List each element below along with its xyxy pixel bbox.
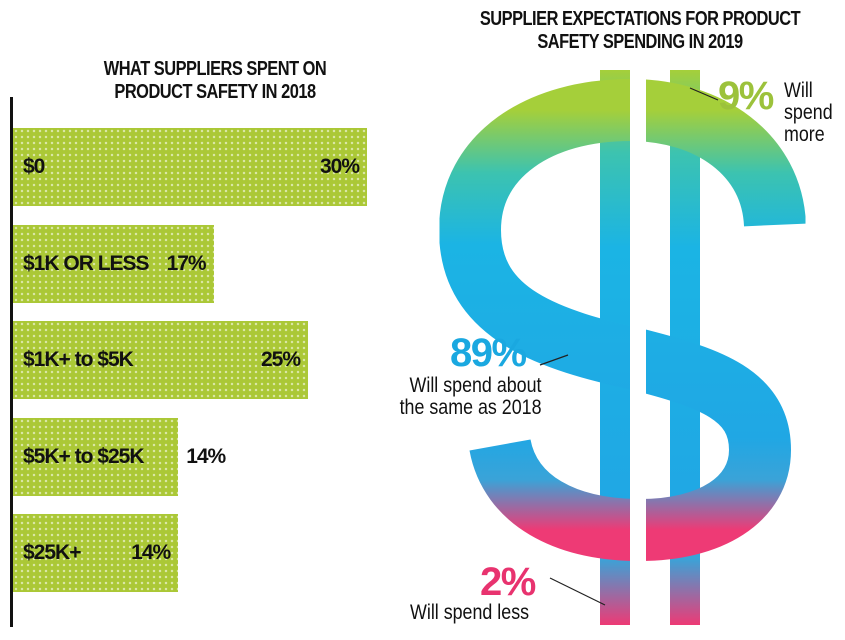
dollar-sign-graphic — [438, 70, 806, 625]
bar-category-label: $0 — [23, 155, 45, 178]
bar: $25K+ 14% — [13, 514, 179, 592]
more-leader-line — [689, 87, 719, 101]
bar-value-label: 17% — [166, 251, 207, 275]
less-percent: 2% — [480, 560, 536, 604]
bar-value-label: 30% — [319, 155, 360, 178]
same-leader-line — [539, 354, 569, 366]
dollar-s-curve — [438, 78, 806, 562]
bar: $1K OR LESS 17% — [13, 224, 214, 303]
bar-category-label: $25K+ — [23, 541, 81, 564]
bar-chart-axis — [10, 97, 13, 627]
more-percent: 9% — [718, 74, 774, 118]
less-label: Will spend less — [410, 601, 530, 624]
bar-category-label: $1K+ to $5K — [23, 348, 134, 371]
bar-value-label: 25% — [260, 348, 301, 371]
same-percent: 89% — [450, 331, 527, 375]
bar: $5K+ to $25K 14% — [13, 417, 226, 496]
same-label: Will spend about the same as 2018 — [399, 374, 542, 419]
bar-chart-title: WHAT SUPPLIERS SPENT ON PRODUCT SAFETY I… — [103, 58, 327, 103]
bar-category-label: $5K+ to $25K — [23, 444, 144, 468]
less-leader-line — [549, 577, 606, 606]
more-label: Will spend more — [784, 79, 833, 146]
dollar-chart-title: SUPPLIER EXPECTATIONS FOR PRODUCT SAFETY… — [479, 8, 801, 53]
bar-value-label: 14% — [131, 541, 171, 564]
bar: $0 30% — [13, 128, 367, 206]
bar: $1K+ to $5K 25% — [13, 321, 308, 399]
bar-category-label: $1K OR LESS — [23, 251, 150, 275]
bar-value-label: 14% — [186, 444, 226, 468]
